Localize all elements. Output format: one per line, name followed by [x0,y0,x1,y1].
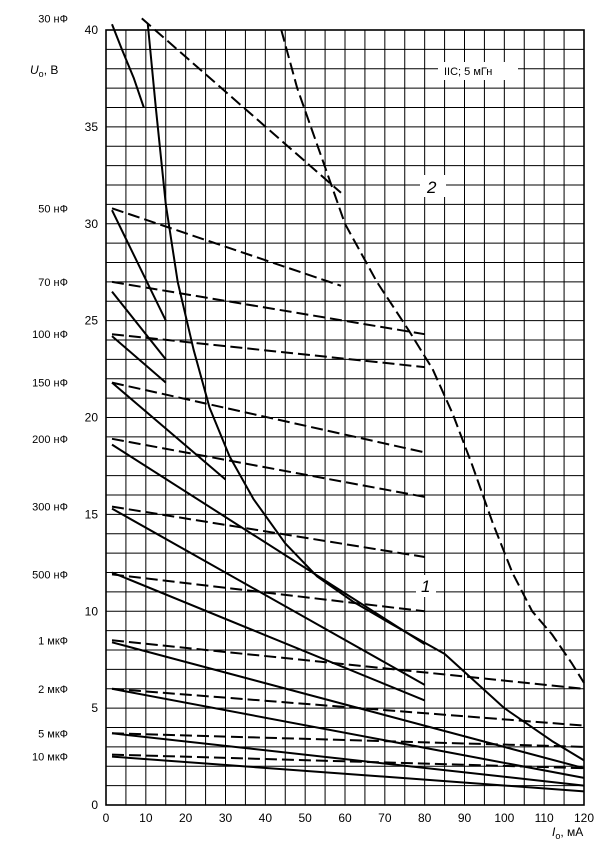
dashed-series-line [111,437,425,498]
solid-series-line [111,23,145,108]
y-tick-label: 5 [91,701,98,715]
capacitance-label: 70 нФ [38,277,68,289]
solid-series-line [111,507,426,686]
capacitance-label: 150 нФ [32,378,68,390]
x-tick-label: 30 [219,811,233,825]
capacitance-label: 50 нФ [38,203,68,215]
curve-label-2-bg [420,175,446,197]
y-tick-label: 15 [85,507,99,521]
dashed-series-line [111,280,425,336]
dashed-series-line [111,207,342,287]
capacitance-label: 1 мкФ [38,635,68,647]
solid-series-line [111,381,227,481]
x-tick-labels: 0 10 20 30 40 50 60 70 80 90 100 110 120 [103,811,595,825]
y-tick-label: 35 [85,120,99,134]
capacitance-label: 10 мкФ [32,752,68,764]
solid-series-line [111,732,585,787]
curve-label-2: 2 [426,178,437,197]
plot-frame [105,29,585,806]
y-tick-label: 25 [85,314,99,328]
x-tick-label: 50 [298,811,312,825]
dashed-series-line [111,687,585,727]
x-tick-label: 60 [338,811,352,825]
curve-label-1-bg [416,575,436,597]
y-tick-label: 40 [85,23,99,37]
capacitance-label: 300 нФ [32,502,68,514]
capacitance-label: 100 нФ [32,329,68,341]
series-lines [111,17,585,793]
y-axis-label: Uo, В [30,63,58,79]
solid-series-line [111,335,167,384]
x-tick-label: 110 [535,811,554,825]
x-tick-label: 90 [458,811,472,825]
x-tick-label: 40 [259,811,273,825]
x-axis-label: Io, мА [552,825,583,841]
solid-series-line [111,290,167,361]
annotation-text: IIC; 5 мГн [444,66,492,78]
solid-series-line [111,209,167,322]
x-tick-label: 80 [418,811,432,825]
solid-series-line [111,687,585,779]
x-tick-label: 0 [103,811,110,825]
grid [105,29,585,806]
curve-label-1: 1 [421,577,430,596]
x-tick-label: 10 [139,811,153,825]
dashed-series-line [141,17,342,194]
dashed-series-line [111,505,425,558]
y-tick-label: 0 [91,798,98,812]
solid-series-line [111,755,585,793]
y-tick-label: 30 [85,217,99,231]
dashed-series-line [111,639,585,690]
solid-series-line [111,641,585,770]
x-tick-label: 70 [378,811,392,825]
y-tick-label: 20 [85,411,99,425]
dashed-series-line [111,732,585,748]
dashed-series-line [111,573,425,613]
dashed-series-line [111,381,425,454]
capacitance-label: 2 мкФ [38,684,68,696]
x-tick-label: 100 [494,811,514,825]
solid-series-line [111,443,426,646]
x-tick-label: 120 [574,811,594,825]
solid-series-line [146,24,585,762]
dashed-series-line [111,333,425,369]
annotation-bg [438,62,518,80]
x-tick-label: 20 [179,811,193,825]
solid-series-line [111,571,426,702]
dashed-series-line [280,29,585,684]
capacitance-label: 200 нФ [32,434,68,446]
y-tick-labels: 0 5 10 15 20 25 30 35 40 [85,23,99,812]
capacitance-label: 500 нФ [32,569,68,581]
capacitance-label: 30 нФ [38,13,68,25]
capacitance-labels: 30 нФ 50 нФ 70 нФ 100 нФ 150 нФ 200 нФ 300 нФ 5… [32,13,68,763]
y-tick-label: 10 [85,604,99,618]
capacitance-label: 5 мкФ [38,728,68,740]
plot-border [105,29,585,806]
dashed-series-line [111,753,585,770]
